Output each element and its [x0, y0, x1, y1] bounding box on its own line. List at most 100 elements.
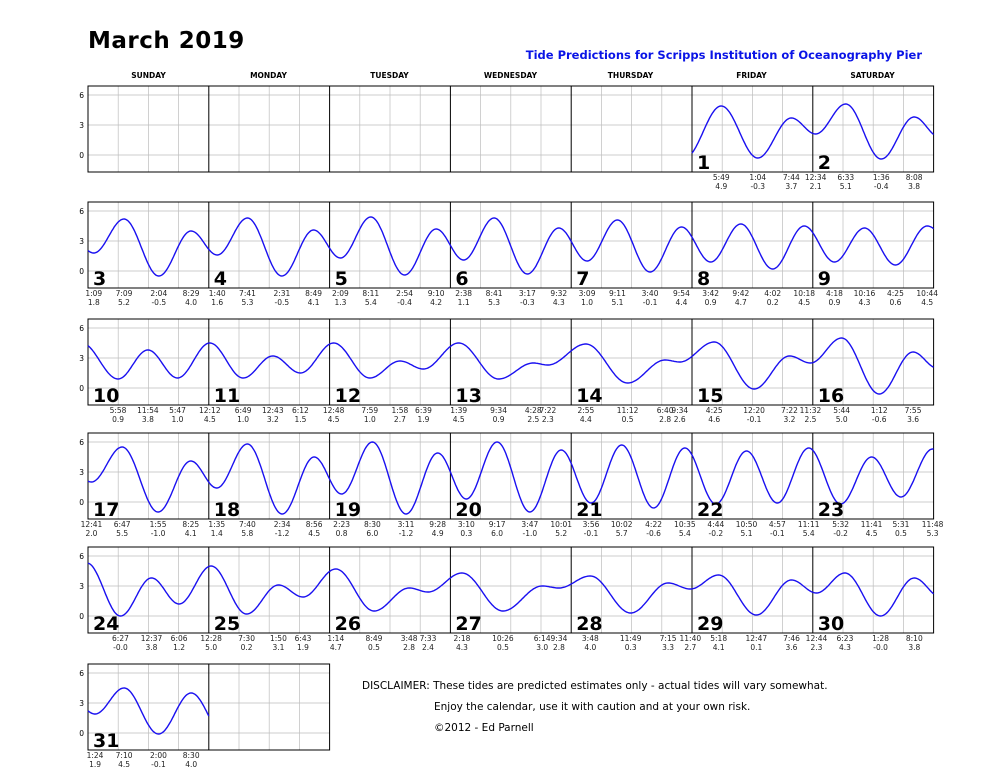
tide-time: 6:39	[415, 406, 432, 415]
tide-height: 2.3	[541, 415, 554, 424]
tide-curve-day-6	[449, 217, 572, 275]
tide-extreme-label: 9:17 6.0	[489, 520, 506, 538]
tide-height: 4.1	[712, 643, 725, 652]
tide-extreme-label: 3:09 1.0	[579, 289, 596, 307]
tide-height: -1.0	[150, 529, 166, 538]
tide-time: 1:36	[872, 173, 890, 182]
tide-time: 10:02	[610, 520, 633, 529]
tide-time: 11:54	[137, 406, 159, 415]
tide-extreme-label: 6:14 3.0	[534, 634, 551, 652]
tide-height: 4.7	[734, 298, 747, 307]
tide-height: 4.0	[185, 298, 198, 307]
y-tick-label: 6	[79, 552, 84, 561]
tide-extreme-label: 3:56 -0.1	[583, 520, 600, 538]
tide-height: 2.4	[422, 643, 434, 652]
tide-height: 1.9	[89, 760, 101, 769]
tide-curve-day-1	[691, 105, 814, 159]
tide-time: 9:32	[550, 289, 568, 298]
tide-time: 3:42	[702, 289, 720, 298]
tide-extreme-label: 12:20 -0.1	[743, 406, 765, 424]
tide-time: 2:00	[150, 751, 167, 760]
tide-height: 3.6	[785, 643, 798, 652]
tide-extreme-label: 1:12 -0.6	[871, 406, 888, 424]
tide-time: 9:10	[427, 289, 445, 298]
tide-height: 5.3	[926, 529, 939, 538]
tide-time: 7:15	[659, 634, 677, 643]
tide-extreme-label: 7:09 5.2	[116, 289, 133, 307]
tide-height: -0.1	[583, 529, 599, 538]
tide-extreme-label: 8:29 4.0	[183, 289, 200, 307]
tide-time: 8:10	[905, 634, 923, 643]
tide-extreme-label: 5:58 0.9	[110, 406, 127, 424]
week-panel-frame	[87, 201, 935, 289]
tide-height: 2.7	[684, 643, 697, 652]
tide-time: 1:28	[872, 634, 889, 643]
tide-height: -0.6	[646, 529, 661, 538]
tide-time: 8:11	[362, 289, 380, 298]
tide-height: 0.1	[750, 643, 763, 652]
tide-time: 3:11	[397, 520, 415, 529]
tide-height: 1.5	[294, 415, 307, 424]
tide-extreme-label: 12:41 2.0	[81, 520, 103, 538]
day-number: 10	[93, 385, 119, 407]
tide-height: 4.7	[329, 643, 342, 652]
tide-height: 4.5	[327, 415, 340, 424]
tide-extreme-label: 11:12 0.5	[617, 406, 639, 424]
tide-time: 5:47	[169, 406, 186, 415]
tide-height: 4.5	[865, 529, 878, 538]
tide-time: 2:34	[273, 520, 291, 529]
tide-curve-day-12	[329, 342, 451, 379]
day-number: 4	[214, 268, 227, 290]
tide-height: -0.5	[151, 298, 167, 307]
tide-extreme-label: 10:26 0.5	[492, 634, 514, 652]
tide-curve-day-5	[329, 216, 452, 276]
tide-extreme-label: 7:33 2.4	[420, 634, 437, 652]
tide-height: 4.5	[921, 298, 934, 307]
tide-height: 1.0	[171, 415, 184, 424]
weekday-header-saturday: SATURDAY	[850, 71, 895, 80]
tide-extreme-label: 7:30 0.2	[238, 634, 255, 652]
tide-extreme-label: 12:28 5.0	[200, 634, 222, 652]
tide-extreme-label: 4:22 -0.6	[645, 520, 662, 538]
tide-height: 2.1	[809, 182, 822, 191]
tide-time: 6:47	[113, 520, 131, 529]
tide-time: 6:49	[234, 406, 252, 415]
tide-height: 0.6	[889, 298, 902, 307]
tide-height: 2.0	[85, 529, 98, 538]
tide-extreme-label: 6:43 1.9	[295, 634, 312, 652]
tide-time: 1:09	[85, 289, 103, 298]
tide-extreme-label: 5:47 1.0	[169, 406, 186, 424]
tide-height: 0.8	[335, 529, 348, 538]
day-number: 5	[335, 268, 348, 290]
tide-time: 8:56	[305, 520, 323, 529]
tide-height: 3.1	[272, 643, 285, 652]
tide-height: 4.3	[456, 643, 468, 652]
tide-time: 7:33	[419, 634, 437, 643]
tide-extreme-label: 9:42 4.7	[732, 289, 749, 307]
tide-time: 7:41	[239, 289, 256, 298]
tide-time: 2:55	[577, 406, 595, 415]
tide-time: 2:18	[453, 634, 471, 643]
tide-time: 4:18	[826, 289, 843, 298]
tide-time: 8:29	[182, 289, 200, 298]
tide-extreme-label: 4:18 0.9	[826, 289, 843, 307]
tide-height: 5.3	[488, 298, 501, 307]
tide-height: 3.0	[536, 643, 549, 652]
tide-extreme-label: 9:34 2.8	[551, 634, 568, 652]
day-number: 29	[697, 613, 723, 635]
tide-curve-day-29	[691, 574, 814, 616]
tide-height: -1.2	[398, 529, 414, 538]
tide-extreme-label: 2:54 -0.4	[396, 289, 413, 307]
tide-extreme-label: 5:44 5.0	[833, 406, 850, 424]
tide-curve-day-7	[570, 219, 693, 273]
tide-height: -0.0	[873, 643, 888, 652]
tide-extreme-label: 5:32 -0.2	[832, 520, 849, 538]
tide-time: 5:18	[710, 634, 728, 643]
tide-height: -1.0	[522, 529, 538, 538]
tide-height: 5.0	[835, 415, 848, 424]
tide-height: 2.8	[552, 643, 565, 652]
tide-extreme-label: 9:34 2.6	[671, 406, 688, 424]
tide-extreme-label: 2:23 0.8	[333, 520, 350, 538]
tide-extreme-label: 9:34 0.9	[490, 406, 507, 424]
tide-time: 7:22	[781, 406, 798, 415]
